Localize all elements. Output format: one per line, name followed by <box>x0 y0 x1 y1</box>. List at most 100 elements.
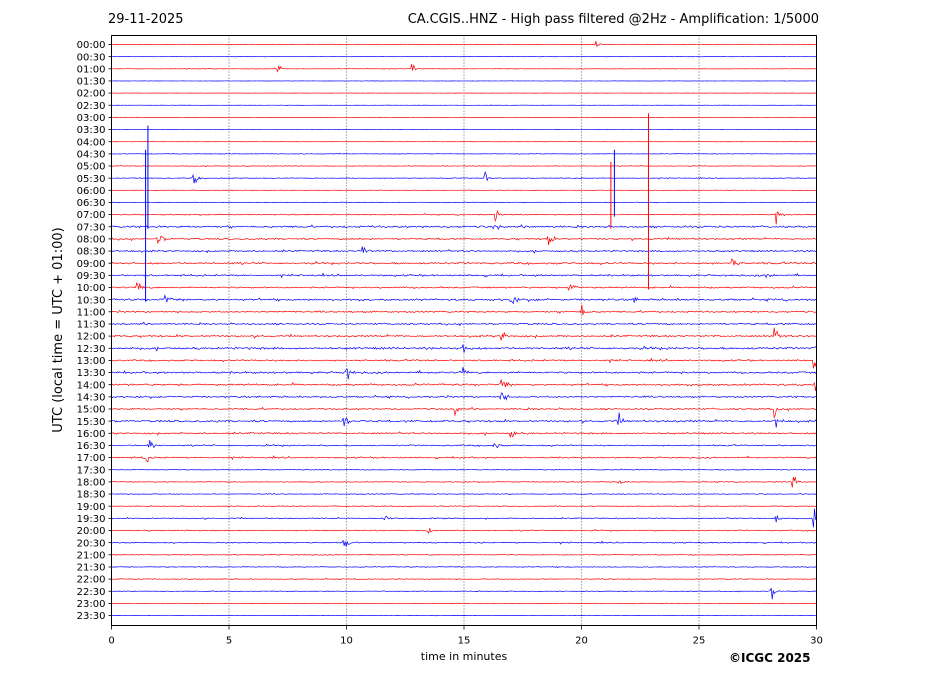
trace-row-0800 <box>111 235 817 246</box>
trace-row-0930 <box>111 272 817 279</box>
y-tick-label: 19:00 <box>77 502 106 513</box>
y-tick-label: 23:00 <box>77 599 106 610</box>
y-tick-label: 18:30 <box>77 490 106 501</box>
x-tick-label: 30 <box>810 636 823 647</box>
header-date: 29-11-2025 <box>108 12 184 27</box>
y-tick-label: 20:30 <box>77 538 106 549</box>
trace-row-0100 <box>111 63 817 73</box>
y-tick-label: 22:30 <box>77 587 106 598</box>
y-tick-label: 09:30 <box>77 271 106 282</box>
y-tick-label: 06:00 <box>77 186 106 197</box>
spike-group <box>145 113 649 302</box>
trace-row-1930 <box>111 508 817 528</box>
y-tick-label: 08:00 <box>77 235 106 246</box>
trace-row-0400 <box>111 141 817 143</box>
grid-lines <box>228 35 700 626</box>
x-tick-label: 20 <box>575 636 588 647</box>
trace-group <box>111 41 817 617</box>
y-tick-label: 21:30 <box>77 563 106 574</box>
y-tick-label: 12:00 <box>77 332 106 343</box>
y-tick-label: 17:30 <box>77 465 106 476</box>
trace-row-2130 <box>111 565 817 569</box>
x-tick-label: 15 <box>458 636 471 647</box>
trace-row-0600 <box>111 189 817 192</box>
x-tick-labels: 0 5 10 15 20 25 30 <box>108 625 823 647</box>
y-tick-label: 06:30 <box>77 198 106 209</box>
y-tick-label: 16:30 <box>77 441 106 452</box>
y-tick-label: 05:30 <box>77 174 106 185</box>
y-tick-label: 09:00 <box>77 259 106 270</box>
y-tick-label: 03:30 <box>77 125 106 136</box>
trace-row-0730 <box>111 224 817 230</box>
trace-row-1230 <box>111 344 817 353</box>
copyright: ©ICGC 2025 <box>729 651 811 665</box>
x-tick-label: 0 <box>108 636 114 647</box>
y-tick-label: 14:00 <box>77 380 106 391</box>
trace-row-1330 <box>111 367 817 380</box>
y-tick-label: 22:00 <box>77 575 106 586</box>
x-tick-label: 10 <box>340 636 353 647</box>
x-axis-label: time in minutes <box>421 650 508 663</box>
trace-row-1700 <box>111 455 817 463</box>
trace-row-1200 <box>111 327 817 341</box>
y-tick-label: 04:30 <box>77 149 106 160</box>
trace-row-1900 <box>111 505 817 508</box>
y-tick-label: 17:00 <box>77 453 106 464</box>
y-tick-label: 15:00 <box>77 405 106 416</box>
y-tick-label: 19:30 <box>77 514 106 525</box>
trace-row-2330 <box>111 614 817 617</box>
y-tick-label: 11:30 <box>77 320 106 331</box>
y-tick-label: 02:30 <box>77 101 106 112</box>
trace-row-2300 <box>111 602 817 605</box>
y-tick-label: 07:00 <box>77 210 106 221</box>
y-tick-label: 14:30 <box>77 392 106 403</box>
trace-row-0830 <box>111 246 817 254</box>
y-tick-label: 00:30 <box>77 52 106 63</box>
trace-row-0000 <box>111 41 817 48</box>
y-tick-label: 11:00 <box>77 307 106 318</box>
y-axis-label: UTC (local time = UTC + 01:00) <box>51 227 66 432</box>
trace-row-1830 <box>111 492 817 496</box>
trace-row-0500 <box>111 164 817 168</box>
trace-row-1600 <box>111 431 817 438</box>
y-tick-label: 07:30 <box>77 222 106 233</box>
trace-row-2000 <box>111 528 817 535</box>
y-tick-label: 21:00 <box>77 550 106 561</box>
y-tick-label: 18:00 <box>77 478 106 489</box>
trace-row-1630 <box>111 440 817 449</box>
trace-row-1030 <box>111 294 817 305</box>
y-tick-label: 05:00 <box>77 162 106 173</box>
trace-row-1430 <box>111 392 817 401</box>
y-tick-label: 10:30 <box>77 295 106 306</box>
trace-row-2100 <box>111 553 817 556</box>
y-tick-label: 23:30 <box>77 611 106 622</box>
trace-row-1400 <box>111 379 817 391</box>
y-tick-label: 08:30 <box>77 247 106 258</box>
trace-row-1300 <box>111 357 817 369</box>
y-tick-label: 01:30 <box>77 77 106 88</box>
y-tick-label: 03:00 <box>77 113 106 124</box>
y-tick-label: 00:00 <box>77 40 106 51</box>
x-tick-label: 25 <box>693 636 706 647</box>
y-tick-label: 13:00 <box>77 356 106 367</box>
y-tick-label: 16:00 <box>77 429 106 440</box>
trace-row-1500 <box>111 406 817 419</box>
y-tick-label: 15:30 <box>77 417 106 428</box>
trace-row-2230 <box>111 587 817 600</box>
trace-row-0430 <box>111 152 817 155</box>
trace-row-1000 <box>111 281 817 292</box>
y-tick-label: 12:30 <box>77 344 106 355</box>
trace-row-1100 <box>111 304 817 316</box>
y-tick-label: 10:00 <box>77 283 106 294</box>
y-tick-label: 02:00 <box>77 89 106 100</box>
y-tick-label: 20:00 <box>77 526 106 537</box>
y-tick-label: 13:30 <box>77 368 106 379</box>
x-tick-label: 5 <box>226 636 232 647</box>
trace-row-0900 <box>111 258 817 266</box>
y-tick-label: 01:00 <box>77 64 106 75</box>
trace-row-1800 <box>111 476 817 488</box>
trace-row-0700 <box>111 210 817 225</box>
trace-row-0200 <box>111 92 817 94</box>
